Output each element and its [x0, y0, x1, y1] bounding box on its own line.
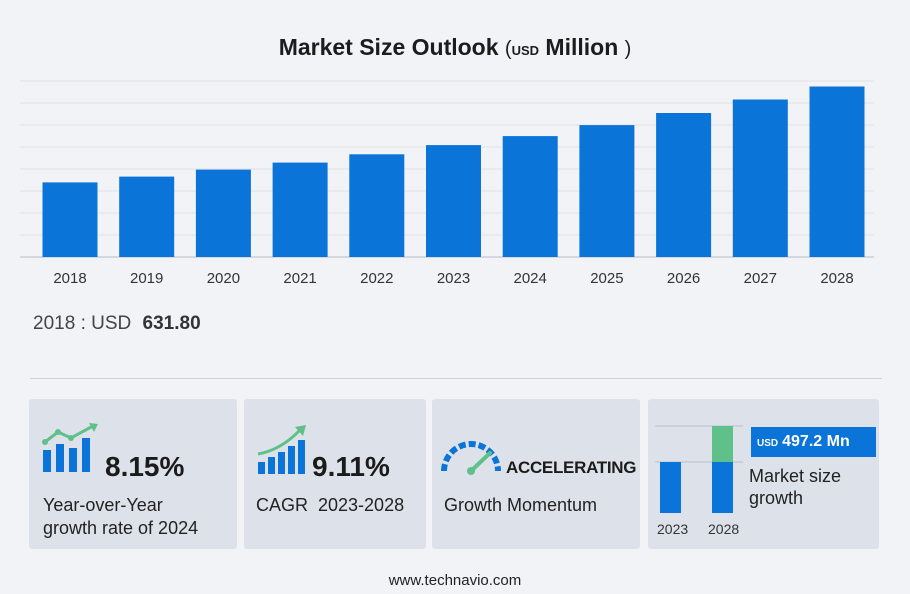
- yoy-desc-line1: Year-over-Year: [43, 495, 163, 515]
- baseline-value: 2018 : USD 631.80: [33, 313, 201, 335]
- x-tick-2024: 2024: [514, 270, 547, 287]
- bar-chart: 2018 2019 2020 2021 2022 2023 2024 2025 2026 2027…: [20, 80, 874, 287]
- chart-title: Market Size Outlook (USD Million ): [0, 34, 910, 61]
- baseline-currency: USD: [91, 313, 132, 334]
- bar-2018: [42, 182, 98, 257]
- momentum-card: ACCELERATING Growth Momentum: [432, 399, 640, 549]
- x-axis-ticks: 2018 2019 2020 2021 2022 2023 2024 2025 2026 2027…: [53, 270, 853, 287]
- bar-2023: [426, 145, 481, 257]
- growth-bars-icon: [42, 423, 98, 472]
- x-tick-2020: 2020: [207, 270, 240, 287]
- growth-amount: 497.2 Mn: [782, 433, 850, 450]
- bar-2020: [195, 169, 251, 257]
- yoy-card: 8.15% Year-over-Year growth rate of 2024: [29, 399, 237, 549]
- cagr-card: 9.11% CAGR 2023-2028: [244, 399, 426, 549]
- bar-2021: [272, 162, 328, 257]
- bar-2022: [349, 154, 405, 257]
- bar-2019: [119, 176, 175, 257]
- momentum-status: ACCELERATING: [506, 458, 637, 477]
- speedometer-icon: [441, 441, 501, 475]
- baseline-sep: :: [80, 313, 86, 334]
- growth-currency: USD: [757, 438, 779, 449]
- bar-series: [42, 86, 865, 257]
- x-tick-2023: 2023: [437, 270, 470, 287]
- trend-up-icon: [257, 425, 306, 474]
- title-paren-close: ): [624, 38, 632, 60]
- growth-year-end: 2028: [708, 521, 740, 537]
- x-tick-2021: 2021: [283, 270, 316, 287]
- section-divider: [30, 378, 882, 379]
- growth-amount-badge: USD 497.2 Mn: [751, 427, 876, 457]
- bar-2024: [502, 136, 558, 257]
- growth-desc-line1: Market size: [749, 466, 842, 486]
- growth-description: Market size growth: [749, 465, 841, 509]
- baseline-year: 2018: [33, 313, 76, 334]
- cagr-value: 9.11%: [312, 451, 390, 482]
- title-unit-currency: USD: [511, 43, 540, 58]
- yoy-description: Year-over-Year growth rate of 2024: [43, 494, 198, 540]
- title-unit-scale: Million: [545, 34, 619, 60]
- x-tick-2026: 2026: [667, 270, 700, 287]
- yoy-desc-line2: growth rate of 2024: [43, 518, 199, 538]
- x-tick-2018: 2018: [53, 270, 86, 287]
- growth-year-start: 2023: [657, 521, 689, 537]
- title-paren-open: (: [504, 38, 512, 60]
- x-tick-2022: 2022: [360, 270, 393, 287]
- growth-card: [648, 399, 879, 549]
- bar-2025: [579, 125, 635, 257]
- baseline-amount: 631.80: [142, 313, 201, 334]
- cagr-description: CAGR 2023-2028: [256, 495, 405, 515]
- yoy-value: 8.15%: [105, 451, 185, 482]
- x-tick-2019: 2019: [130, 270, 163, 287]
- growth-desc-line2: growth: [749, 488, 804, 508]
- title-text: Market Size Outlook: [278, 34, 499, 60]
- bar-2028: [809, 86, 865, 257]
- growth-mini-chart: [655, 425, 743, 513]
- bar-2027: [732, 99, 788, 257]
- x-tick-2028: 2028: [820, 270, 853, 287]
- x-tick-2027: 2027: [744, 270, 777, 287]
- bar-2026: [656, 113, 712, 257]
- footer-site: www.technavio.com: [388, 572, 522, 589]
- x-tick-2025: 2025: [590, 270, 623, 287]
- momentum-description: Growth Momentum: [444, 495, 598, 515]
